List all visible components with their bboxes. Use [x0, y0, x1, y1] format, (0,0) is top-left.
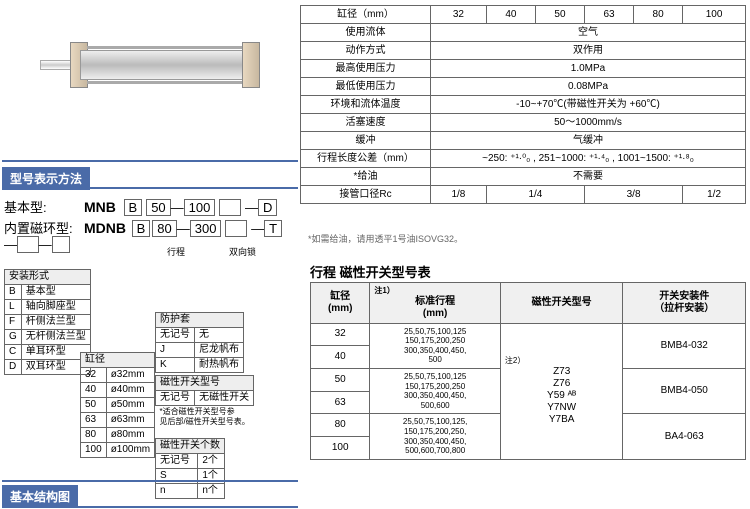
stroke-table: 缸径(mm)注1）标准行程(mm)磁性开关型号开关安装件（拉杆安装） 3225,…	[310, 282, 746, 460]
cylinder-illustration	[20, 10, 280, 130]
spec-table: 缸径（mm）3240506380100使用流体空气动作方式双作用最高使用压力1.…	[300, 5, 746, 204]
boot-table: 防护套 无记号无J尼龙帆布K耐热帆布	[155, 312, 244, 373]
mounting-table: 安装形式 B基本型L轴向脚座型F杆侧法兰型G无杆侧法兰型C单耳环型D双耳环型	[4, 269, 91, 375]
switch-count-table: 磁性开关个数 无记号2个S1个nn个	[155, 438, 225, 499]
magswitch-table: 磁性开关型号 无记号无磁性开关 *适合磁性开关型号参见后部/磁性开关型号表。	[155, 375, 254, 427]
bore-table: 缸径 32ø32mm40ø40mm50ø50mm63ø63mm80ø80mm10…	[80, 352, 155, 458]
model-notation-area: 基本型:MNB B50—100 —D 内置磁环型:MDNB B80—300 —T…	[4, 195, 296, 254]
basic-structure-header: 基本结构图	[2, 485, 78, 508]
spec-note: *如需给油，请用透平1号油ISOVG32。	[308, 232, 463, 245]
stroke-table-title: 行程 磁性开关型号表	[310, 262, 431, 281]
